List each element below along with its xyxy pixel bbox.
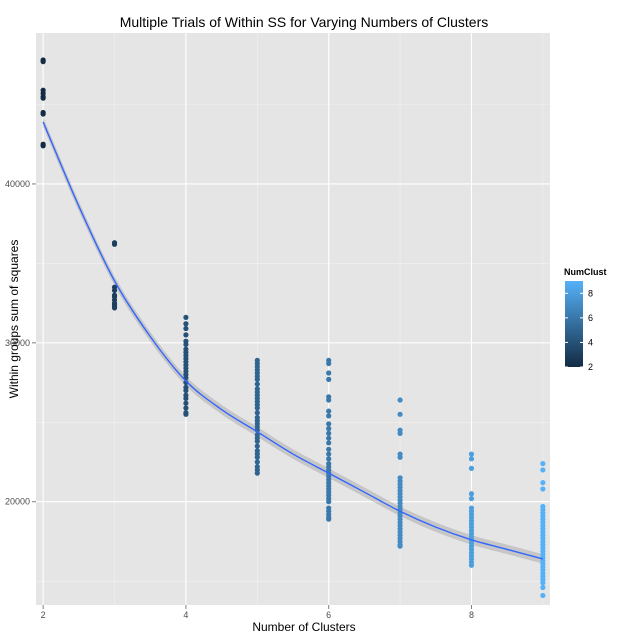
x-tick-label: 6: [326, 610, 331, 620]
data-point: [40, 111, 46, 117]
data-point: [183, 387, 189, 394]
data-point: [183, 395, 189, 402]
data-point: [540, 592, 546, 599]
minor-gridlines: [36, 33, 550, 605]
data-point: [183, 411, 189, 417]
data-point: [326, 376, 332, 382]
x-tick-label: 2: [41, 610, 46, 620]
data-point: [326, 426, 332, 432]
color-legend: NumClust 2 4 6 8: [564, 267, 607, 372]
data-point: [326, 516, 332, 522]
data-point: [183, 379, 189, 386]
data-point: [540, 580, 546, 586]
data-point: [111, 287, 118, 293]
data-point: [468, 495, 475, 502]
data-point: [254, 454, 260, 460]
legend-color-bar: [565, 281, 583, 367]
data-point: [468, 562, 475, 568]
data-point: [254, 438, 260, 444]
data-point: [254, 405, 260, 411]
data-point: [183, 321, 189, 327]
data-point: [326, 397, 332, 403]
data-point: [326, 456, 332, 462]
data-point: [326, 451, 332, 457]
data-point: [468, 465, 475, 471]
data-point: [326, 435, 332, 441]
data-point: [397, 411, 403, 417]
data-point: [183, 314, 189, 321]
chart-title: Multiple Trials of Within SS for Varying…: [120, 14, 489, 30]
data-point: [540, 486, 546, 492]
data-point: [326, 421, 332, 427]
data-point: [254, 410, 260, 416]
legend-tick-label: 8: [588, 288, 593, 298]
data-point: [254, 459, 260, 465]
legend-tick-label: 6: [588, 313, 593, 323]
data-points: [40, 57, 546, 599]
smooth-trend-line: [42, 121, 544, 560]
data-point: [40, 95, 46, 101]
legend-tick-label: 2: [588, 362, 593, 372]
y-axis-label: Within groups sum of squares: [7, 240, 21, 399]
data-point: [254, 381, 260, 387]
data-point: [397, 543, 403, 549]
data-point: [326, 408, 332, 414]
data-point: [40, 59, 46, 65]
x-tick-label: 8: [469, 610, 474, 620]
data-point: [183, 400, 189, 406]
data-point: [326, 360, 332, 367]
data-point: [40, 143, 46, 149]
data-point: [326, 370, 332, 376]
data-point: [468, 456, 475, 462]
data-point: [183, 325, 189, 332]
plot-panel: [36, 33, 550, 605]
y-axis-ticks: 20000 30000 40000: [5, 179, 36, 507]
data-point: [326, 446, 332, 452]
data-point: [111, 241, 118, 247]
x-axis-label: Number of Clusters: [252, 620, 355, 634]
y-tick-label: 40000: [5, 179, 30, 189]
data-point: [326, 413, 332, 419]
data-point: [540, 460, 546, 467]
data-point: [254, 376, 260, 382]
data-point: [468, 451, 475, 457]
legend-ticks: 2 4 6 8: [565, 288, 593, 372]
data-point: [326, 440, 332, 446]
legend-tick-label: 4: [588, 337, 593, 347]
y-tick-label: 30000: [5, 338, 30, 348]
data-point: [540, 584, 546, 591]
data-point: [540, 467, 546, 473]
data-point: [397, 397, 403, 403]
legend-title: NumClust: [564, 267, 607, 277]
data-point: [326, 430, 332, 436]
x-axis-ticks: 2 4 6 8: [41, 605, 474, 620]
data-point: [326, 499, 332, 505]
data-point: [254, 443, 260, 449]
data-point: [183, 405, 189, 411]
data-point: [397, 430, 403, 436]
data-point: [111, 305, 118, 311]
data-point: [254, 470, 260, 476]
data-point: [183, 332, 189, 338]
y-tick-label: 20000: [5, 497, 30, 507]
data-point: [183, 341, 189, 348]
data-point: [540, 480, 546, 486]
data-point: [397, 454, 403, 460]
x-tick-label: 4: [183, 610, 188, 620]
data-point: [468, 491, 475, 497]
